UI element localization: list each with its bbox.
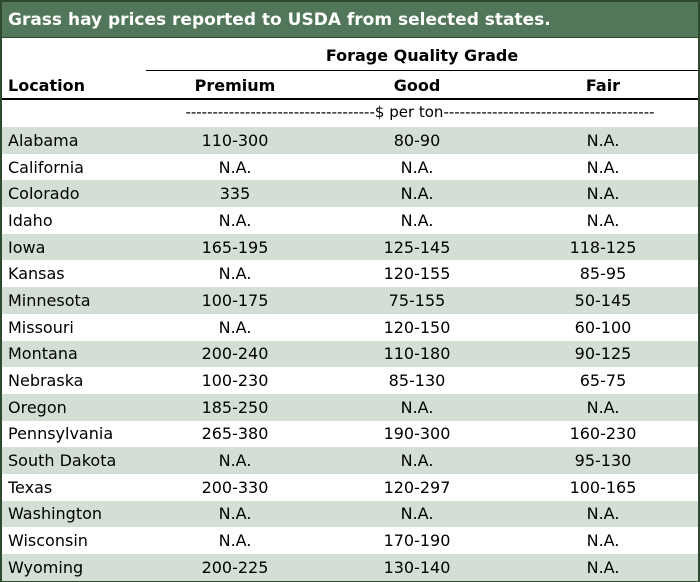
location-cell: Texas: [8, 477, 53, 497]
premium-cell: N.A.: [218, 210, 252, 230]
table-row: Missouri N.A. 120-150 60-100: [2, 314, 698, 341]
location-cell: Wisconsin: [8, 531, 88, 551]
good-cell: N.A.: [400, 157, 434, 177]
premium-cell: 200-240: [201, 344, 269, 364]
location-cell: Minnesota: [8, 290, 91, 310]
table-row: Kansas N.A. 120-155 85-95: [2, 260, 698, 287]
premium-cell: 185-250: [201, 397, 269, 417]
header-divider: [2, 98, 698, 100]
table-row: Oregon 185-250 N.A. N.A.: [2, 393, 698, 421]
premium-cell: 165-195: [201, 237, 269, 257]
premium-cell: 335: [219, 184, 251, 204]
good-cell: 110-180: [383, 344, 451, 364]
good-cell: 80-90: [393, 130, 441, 150]
fair-cell: N.A.: [586, 557, 620, 577]
location-cell: Colorado: [8, 184, 80, 204]
grade-underline: [146, 70, 698, 71]
location-cell: South Dakota: [8, 451, 117, 471]
fair-cell: 118-125: [569, 237, 637, 257]
premium-cell: 200-225: [201, 557, 269, 577]
premium-cell: 265-380: [201, 424, 269, 444]
good-cell: 170-190: [383, 531, 451, 551]
premium-cell: 100-230: [201, 371, 269, 391]
premium-cell: 110-300: [201, 130, 269, 150]
premium-cell: N.A.: [218, 451, 252, 471]
good-cell: 190-300: [383, 424, 451, 444]
location-cell: Missouri: [8, 317, 74, 337]
premium-cell: 100-175: [201, 290, 269, 310]
table-row: Washington N.A. N.A. N.A.: [2, 500, 698, 528]
good-cell: 120-297: [383, 477, 451, 497]
good-cell: 75-155: [388, 290, 446, 310]
location-cell: Alabama: [8, 130, 79, 150]
table-row: Pennsylvania 265-380 190-300 160-230: [2, 421, 698, 448]
fair-cell: 60-100: [574, 317, 632, 337]
table-body: Alabama 110-300 80-90 N.A. California N.A. N.A…: [2, 127, 698, 581]
location-cell: Oregon: [8, 397, 67, 417]
table-row: Texas 200-330 120-297 100-165: [2, 474, 698, 501]
fair-cell: N.A.: [586, 531, 620, 551]
location-cell: Nebraska: [8, 371, 84, 391]
fair-cell: N.A.: [586, 157, 620, 177]
fair-cell: 90-125: [574, 344, 632, 364]
fair-cell: N.A.: [586, 504, 620, 524]
location-cell: California: [8, 157, 84, 177]
good-cell: N.A.: [400, 210, 434, 230]
premium-cell: 200-330: [201, 477, 269, 497]
fair-cell: N.A.: [586, 397, 620, 417]
table-row: Montana 200-240 110-180 90-125: [2, 340, 698, 368]
premium-cell: N.A.: [218, 317, 252, 337]
good-header: Good: [393, 76, 441, 95]
location-cell: Kansas: [8, 264, 65, 284]
fair-cell: 50-145: [574, 290, 632, 310]
premium-cell: N.A.: [218, 504, 252, 524]
premium-header: Premium: [194, 76, 276, 95]
fair-cell: 85-95: [579, 264, 627, 284]
good-cell: N.A.: [400, 504, 434, 524]
table-row: Alabama 110-300 80-90 N.A.: [2, 127, 698, 154]
table-row: Colorado 335 N.A. N.A.: [2, 180, 698, 208]
location-cell: Montana: [8, 344, 78, 364]
location-header: Location: [8, 76, 85, 95]
fair-cell: 160-230: [569, 424, 637, 444]
fair-cell: N.A.: [586, 184, 620, 204]
fair-cell: N.A.: [586, 210, 620, 230]
location-cell: Wyoming: [8, 557, 84, 577]
good-cell: N.A.: [400, 451, 434, 471]
good-cell: 120-155: [383, 264, 451, 284]
fair-cell: 65-75: [579, 371, 627, 391]
table-row: Nebraska 100-230 85-130 65-75: [2, 367, 698, 394]
table-title: Grass hay prices reported to USDA from s…: [2, 2, 698, 38]
table-header: Forage Quality Grade Location Premium Go…: [2, 38, 698, 100]
good-cell: N.A.: [400, 184, 434, 204]
premium-cell: N.A.: [218, 264, 252, 284]
good-cell: 125-145: [383, 237, 451, 257]
table-row: Wyoming 200-225 130-140 N.A.: [2, 554, 698, 581]
grade-group-header: Forage Quality Grade: [325, 46, 519, 65]
location-cell: Pennsylvania: [8, 424, 114, 444]
table-row: Wisconsin N.A. 170-190 N.A.: [2, 527, 698, 554]
location-cell: Idaho: [8, 210, 53, 230]
good-cell: 120-150: [383, 317, 451, 337]
fair-header: Fair: [585, 76, 621, 95]
good-cell: N.A.: [400, 397, 434, 417]
table-row: California N.A. N.A. N.A.: [2, 154, 698, 181]
fair-cell: N.A.: [586, 130, 620, 150]
table-row: South Dakota N.A. N.A. 95-130: [2, 447, 698, 474]
good-cell: 130-140: [383, 557, 451, 577]
fair-cell: 95-130: [574, 451, 632, 471]
location-cell: Washington: [8, 504, 103, 524]
good-cell: 85-130: [388, 371, 446, 391]
table-row: Iowa 165-195 125-145 118-125: [2, 233, 698, 261]
location-cell: Iowa: [8, 237, 46, 257]
fair-cell: 100-165: [569, 477, 637, 497]
unit-label: -----------------------------------$ per…: [185, 103, 655, 121]
premium-cell: N.A.: [218, 157, 252, 177]
table-row: Minnesota 100-175 75-155 50-145: [2, 287, 698, 314]
unit-row: -----------------------------------$ per…: [2, 100, 698, 127]
premium-cell: N.A.: [218, 531, 252, 551]
table-row: Idaho N.A. N.A. N.A.: [2, 207, 698, 234]
